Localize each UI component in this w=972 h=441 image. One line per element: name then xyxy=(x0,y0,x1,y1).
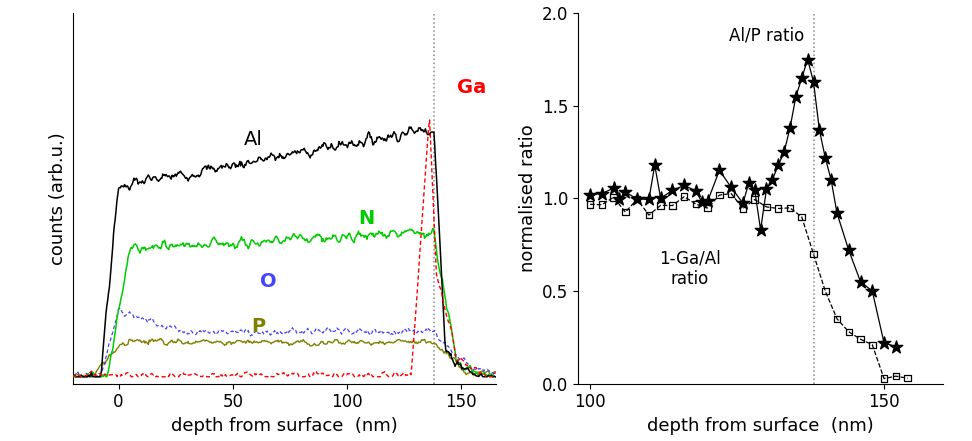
Point xyxy=(723,184,739,191)
Point xyxy=(759,186,775,193)
Point xyxy=(900,375,916,382)
Point xyxy=(782,204,798,211)
Point xyxy=(642,196,657,203)
Text: O: O xyxy=(260,272,277,291)
Point xyxy=(829,210,845,217)
Point xyxy=(852,278,868,285)
Point xyxy=(888,373,904,380)
Y-axis label: normalised ratio: normalised ratio xyxy=(519,124,537,273)
Point xyxy=(817,288,833,295)
Point xyxy=(852,336,868,343)
Point xyxy=(817,154,833,161)
Point xyxy=(782,124,798,131)
Point xyxy=(800,56,816,63)
Point xyxy=(653,202,669,209)
Point xyxy=(694,198,710,206)
Text: Ga: Ga xyxy=(457,78,486,97)
Point xyxy=(794,213,810,220)
Point xyxy=(823,176,839,183)
X-axis label: depth from surface  (nm): depth from surface (nm) xyxy=(171,417,398,435)
Point xyxy=(606,194,621,201)
Point xyxy=(735,200,750,207)
Point xyxy=(665,202,680,209)
Point xyxy=(765,176,781,183)
Point xyxy=(712,167,727,174)
Text: P: P xyxy=(251,317,265,336)
Point xyxy=(617,188,633,195)
Point xyxy=(611,196,627,203)
Point xyxy=(653,195,669,202)
Point xyxy=(700,198,715,205)
Text: Al: Al xyxy=(244,130,263,149)
Point xyxy=(752,226,768,233)
Point xyxy=(777,149,792,156)
Text: Al/P ratio: Al/P ratio xyxy=(729,26,804,44)
Point xyxy=(864,288,880,295)
Point xyxy=(806,250,821,258)
Point xyxy=(582,201,598,208)
Y-axis label: counts (arb.u.): counts (arb.u.) xyxy=(50,132,67,265)
Point xyxy=(841,328,856,335)
Point xyxy=(647,162,663,169)
Point xyxy=(741,179,756,187)
Point xyxy=(642,212,657,219)
Point xyxy=(582,191,598,198)
Text: 1-Ga/Al
ratio: 1-Ga/Al ratio xyxy=(659,250,721,288)
Point xyxy=(812,127,827,134)
Point xyxy=(629,196,644,203)
Point xyxy=(841,247,856,254)
Point xyxy=(746,196,762,203)
Text: N: N xyxy=(359,209,375,228)
Point xyxy=(788,93,804,100)
Point xyxy=(700,205,715,212)
Point xyxy=(771,205,786,212)
Point xyxy=(864,341,880,348)
Point xyxy=(759,203,775,210)
Point xyxy=(806,78,821,85)
Point xyxy=(629,195,644,202)
Point xyxy=(594,190,609,197)
Point xyxy=(735,205,750,212)
Point xyxy=(888,343,904,350)
Point xyxy=(606,185,621,192)
Point xyxy=(723,190,739,197)
Point xyxy=(688,187,704,194)
Point xyxy=(877,375,892,382)
Point xyxy=(665,187,680,194)
Point xyxy=(677,193,692,200)
Point xyxy=(594,201,609,208)
X-axis label: depth from surface  (nm): depth from surface (nm) xyxy=(647,417,874,435)
Point xyxy=(746,187,762,194)
Point xyxy=(617,209,633,216)
Point xyxy=(712,191,727,198)
Point xyxy=(877,340,892,347)
Point xyxy=(677,182,692,189)
Point xyxy=(794,75,810,82)
Point xyxy=(688,201,704,208)
Point xyxy=(771,161,786,168)
Point xyxy=(829,315,845,322)
